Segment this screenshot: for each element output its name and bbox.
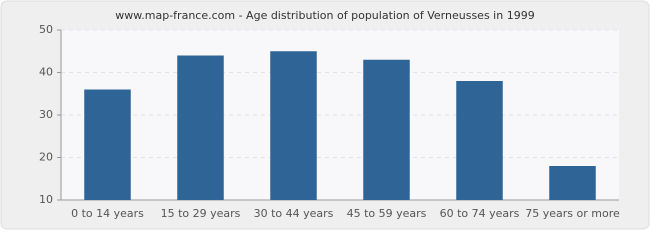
y-tick-label: 10 [39, 193, 53, 206]
chart-title: www.map-france.com - Age distribution of… [115, 9, 534, 22]
bar [363, 59, 410, 200]
x-tick-label: 60 to 74 years [440, 207, 520, 220]
y-tick-label: 30 [39, 108, 53, 121]
x-tick-label: 0 to 14 years [71, 207, 144, 220]
x-tick-label: 45 to 59 years [347, 207, 427, 220]
x-tick-label: 30 to 44 years [254, 207, 334, 220]
y-tick-label: 50 [39, 23, 53, 36]
y-tick-label: 40 [39, 66, 53, 79]
x-tick-label: 15 to 29 years [161, 207, 241, 220]
chart: www.map-france.com - Age distribution of… [0, 0, 650, 230]
bar [549, 166, 596, 200]
bar [456, 81, 503, 200]
page: www.map-france.com - Age distribution of… [0, 0, 650, 230]
x-tick-label: 75 years or more [525, 207, 620, 220]
bar [270, 51, 317, 200]
y-tick-label: 20 [39, 151, 53, 164]
bar [84, 89, 131, 200]
bar [177, 55, 224, 200]
